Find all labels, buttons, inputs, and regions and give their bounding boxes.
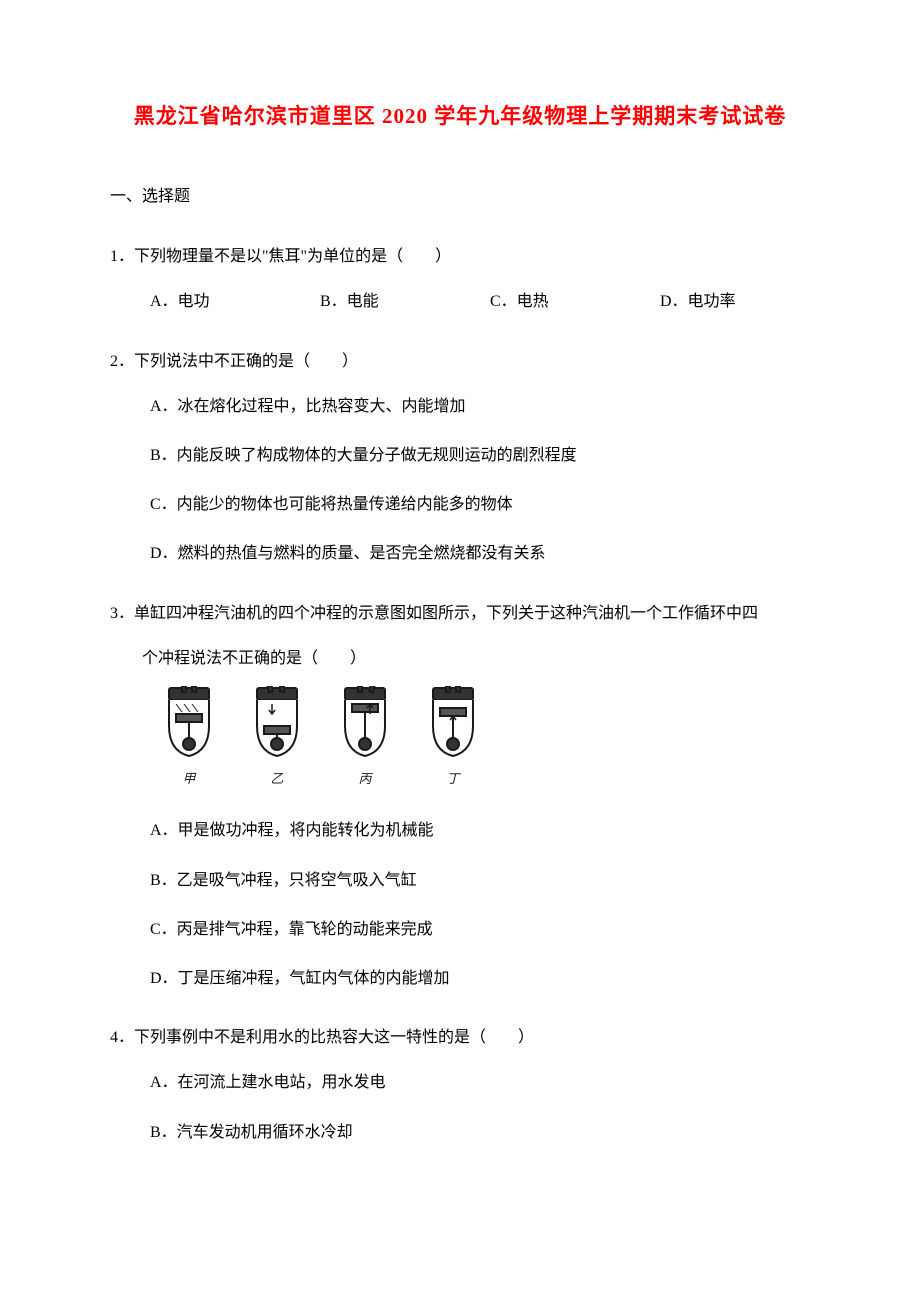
q1-text: 1．下列物理量不是以"焦耳"为单位的是（ ） [110, 239, 810, 274]
q2-opt-d: D．燃料的热值与燃料的质量、是否完全燃烧都没有关系 [150, 536, 810, 571]
q1-opt-c: C．电热 [490, 284, 660, 319]
q3-opt-c: C．丙是排气冲程，靠飞轮的动能来完成 [150, 912, 810, 947]
question-2: 2．下列说法中不正确的是（ ） A．冰在熔化过程中，比热容变大、内能增加 B．内… [110, 344, 810, 572]
engine-diagram-icon [418, 686, 488, 761]
q3-figures: 甲 乙 [110, 686, 810, 794]
q2-options: A．冰在熔化过程中，比热容变大、内能增加 B．内能反映了构成物体的大量分子做无规… [110, 389, 810, 572]
q3-opt-b: B．乙是吸气冲程，只将空气吸入气缸 [150, 863, 810, 898]
q1-options: A．电功 B．电能 C．电热 D．电功率 [110, 284, 810, 319]
figure-label-ding: 丁 [446, 765, 459, 794]
q3-options: A．甲是做功冲程，将内能转化为机械能 B．乙是吸气冲程，只将空气吸入气缸 C．丙… [110, 813, 810, 996]
q1-opt-b: B．电能 [320, 284, 490, 319]
figure-label-yi: 乙 [270, 765, 283, 794]
question-1: 1．下列物理量不是以"焦耳"为单位的是（ ） A．电功 B．电能 C．电热 D．… [110, 239, 810, 319]
section-1-heading: 一、选择题 [110, 184, 810, 210]
engine-figure-jia: 甲 [150, 686, 228, 794]
figure-label-jia: 甲 [182, 765, 195, 794]
q2-opt-b: B．内能反映了构成物体的大量分子做无规则运动的剧烈程度 [150, 438, 810, 473]
q4-opt-b: B．汽车发动机用循环水冷却 [150, 1115, 810, 1150]
q3-text-line1: 3．单缸四冲程汽油机的四个冲程的示意图如图所示，下列关于这种汽油机一个工作循环中… [110, 596, 810, 631]
figure-label-bing: 丙 [358, 765, 371, 794]
q2-opt-a: A．冰在熔化过程中，比热容变大、内能增加 [150, 389, 810, 424]
engine-diagram-icon [154, 686, 224, 761]
q4-text: 4．下列事例中不是利用水的比热容大这一特性的是（ ） [110, 1020, 810, 1055]
exam-title: 黑龙江省哈尔滨市道里区 2020 学年九年级物理上学期期末考试试卷 [110, 100, 810, 134]
q3-opt-d: D．丁是压缩冲程，气缸内气体的内能增加 [150, 961, 810, 996]
engine-figure-ding: 丁 [414, 686, 492, 794]
engine-diagram-icon [330, 686, 400, 761]
engine-diagram-icon [242, 686, 312, 761]
q2-text: 2．下列说法中不正确的是（ ） [110, 344, 810, 379]
question-3: 3．单缸四冲程汽油机的四个冲程的示意图如图所示，下列关于这种汽油机一个工作循环中… [110, 596, 810, 997]
engine-figure-bing: 丙 [326, 686, 404, 794]
q4-options: A．在河流上建水电站，用水发电 B．汽车发动机用循环水冷却 [110, 1065, 810, 1149]
question-4: 4．下列事例中不是利用水的比热容大这一特性的是（ ） A．在河流上建水电站，用水… [110, 1020, 810, 1150]
q3-text-line2: 个冲程说法不正确的是（ ） [110, 641, 810, 676]
q2-opt-c: C．内能少的物体也可能将热量传递给内能多的物体 [150, 487, 810, 522]
q3-opt-a: A．甲是做功冲程，将内能转化为机械能 [150, 813, 810, 848]
q4-opt-a: A．在河流上建水电站，用水发电 [150, 1065, 810, 1100]
q1-opt-a: A．电功 [150, 284, 320, 319]
engine-figure-yi: 乙 [238, 686, 316, 794]
q1-opt-d: D．电功率 [660, 284, 810, 319]
